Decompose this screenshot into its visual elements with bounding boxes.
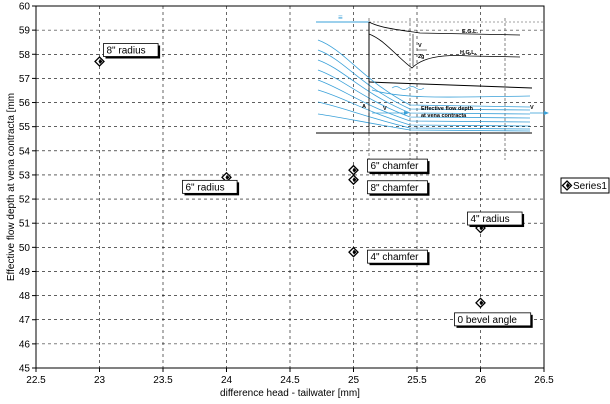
vena-contracta-diagram: ≡ E.G.L. H.G.L. V 2g	[316, 13, 549, 160]
data-point-shade	[479, 300, 484, 306]
annotation-label: 6" chamfer	[371, 161, 420, 172]
legend-marker-series1	[561, 180, 573, 191]
data-point-shade	[98, 59, 103, 65]
data-point-shade	[352, 249, 357, 255]
hgl-label: H.G.L.	[460, 50, 477, 56]
y-tick-label: 55	[19, 122, 31, 133]
annotation-box	[367, 158, 428, 173]
annotation-box	[467, 211, 523, 226]
x-tick-label: 23	[94, 375, 106, 386]
legend: Series1	[560, 177, 610, 194]
inset-caption-line1: Effective flow depth	[421, 106, 474, 112]
y-tick-label: 60	[19, 2, 31, 13]
v-out-label: V	[530, 105, 534, 111]
y-tick-label: 52	[19, 195, 31, 206]
point-annotations: 8" radius 6" radius 6" chamfer 8" chamfer 4"…	[103, 43, 533, 328]
x-axis-ticks: 22.5 23 23.5 24 24.5 25 25.5 26 26.5	[26, 368, 554, 386]
annotation-label: 0 bevel angle	[458, 315, 518, 326]
legend-diamond-shade	[566, 183, 570, 188]
y-tick-label: 51	[19, 219, 31, 230]
x-tick-label: 26.5	[534, 375, 554, 386]
annotation-label: 6" radius	[186, 182, 225, 193]
y-axis-title: Effective flow depth at vena contracta […	[6, 93, 17, 281]
x-axis-title: difference head - tailwater [mm]	[220, 388, 360, 399]
x-tick-label: 25.5	[407, 375, 427, 386]
v-in-label: V	[383, 106, 387, 112]
annotation-box	[103, 43, 159, 57]
section-a-label: A	[362, 104, 366, 110]
y-axis-ticks: 45 46 47 48 49 50 51 52 53 54 55 56 57 58 59 60	[19, 2, 36, 375]
y-tick-label: 50	[19, 243, 31, 254]
y-tick-label: 47	[19, 315, 31, 326]
annotation-box	[454, 312, 532, 327]
x-tick-label: 24.5	[280, 375, 300, 386]
x-tick-label: 26	[475, 375, 487, 386]
egl-label: E.G.L.	[462, 29, 478, 35]
annotation-box	[182, 179, 238, 194]
y-tick-label: 54	[19, 146, 31, 157]
x-tick-label: 24	[221, 375, 233, 386]
legend-label-series1: Series1	[573, 181, 607, 192]
annotation-label: 8" chamfer	[371, 183, 420, 194]
data-point-shade	[352, 167, 357, 173]
y-tick-label: 45	[19, 364, 31, 375]
y-tick-label: 53	[19, 170, 31, 181]
y-tick-label: 46	[19, 339, 31, 350]
x-tick-label: 25	[348, 375, 360, 386]
annotation-label: 8" radius	[107, 46, 146, 57]
inset-caption-line2: at vena contracta	[421, 113, 467, 119]
y-tick-label: 56	[19, 98, 31, 109]
y-tick-label: 59	[19, 26, 31, 37]
annotation-label: 4" radius	[471, 214, 510, 225]
data-point-shade	[352, 177, 357, 183]
data-point-shade	[225, 174, 230, 180]
y-tick-label: 48	[19, 291, 31, 302]
svg-text:≡: ≡	[338, 13, 343, 22]
y-tick-label: 57	[19, 74, 31, 85]
y-tick-label: 58	[19, 50, 31, 61]
annotation-box	[367, 249, 428, 264]
annotation-label: 4" chamfer	[371, 252, 420, 263]
data-points	[94, 56, 486, 309]
velocity-head-top: V	[418, 43, 422, 49]
annotation-box	[367, 180, 428, 195]
y-tick-label: 49	[19, 267, 31, 278]
velocity-head-bottom: 2g	[418, 54, 424, 60]
x-tick-label: 23.5	[153, 375, 173, 386]
x-tick-label: 22.5	[26, 375, 46, 386]
